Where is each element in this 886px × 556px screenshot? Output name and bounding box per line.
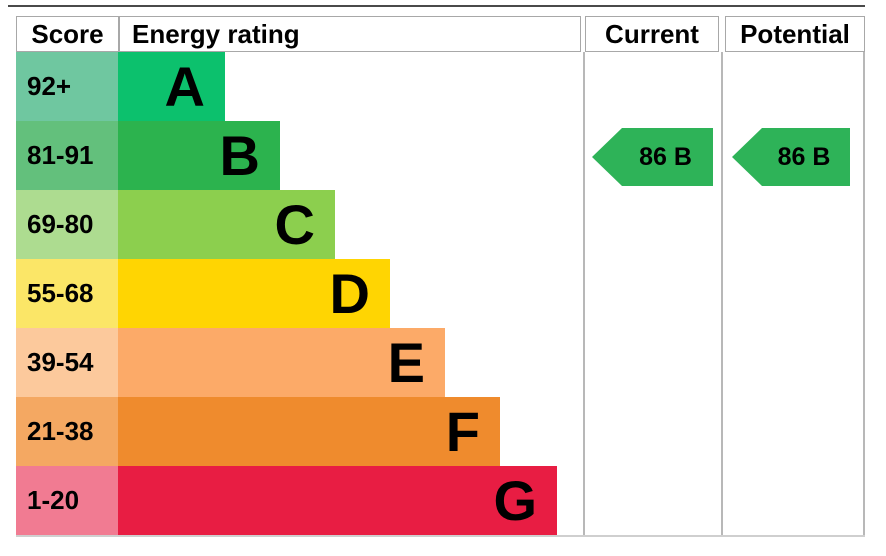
current-rating-label: 86 B — [639, 142, 692, 171]
header-current: Current — [585, 16, 719, 52]
band-score-range: 55-68 — [16, 259, 118, 328]
top-border-line — [8, 5, 865, 7]
band-score-range: 81-91 — [16, 121, 118, 190]
band-bar: A — [118, 52, 225, 121]
band-row-d: 55-68 D — [16, 259, 576, 328]
band-row-e: 39-54 E — [16, 328, 576, 397]
header-energy-rating: Energy rating — [132, 18, 300, 49]
current-rating-arrow: 86 B — [592, 128, 713, 186]
header-score-rating: Score Energy rating — [16, 16, 581, 52]
header-potential: Potential — [725, 16, 865, 52]
band-bar: C — [118, 190, 335, 259]
potential-rating-label: 86 B — [777, 142, 831, 171]
band-bar: G — [118, 466, 557, 535]
current-column-left-line — [583, 52, 585, 535]
potential-column-right-line — [863, 52, 865, 535]
band-bar: B — [118, 121, 280, 190]
band-score-range: 92+ — [16, 52, 118, 121]
band-row-g: 1-20 G — [16, 466, 576, 535]
potential-rating-arrow: 86 B — [732, 128, 850, 186]
band-row-b: 81-91 B — [16, 121, 576, 190]
band-bar: E — [118, 328, 445, 397]
band-row-a: 92+ A — [16, 52, 576, 121]
band-score-range: 21-38 — [16, 397, 118, 466]
band-score-range: 1-20 — [16, 466, 118, 535]
header-divider — [118, 17, 120, 51]
band-row-f: 21-38 F — [16, 397, 576, 466]
band-row-c: 69-80 C — [16, 190, 576, 259]
band-score-range: 39-54 — [16, 328, 118, 397]
potential-column-left-line — [721, 52, 723, 535]
header-score: Score — [31, 18, 104, 49]
band-bar: F — [118, 397, 500, 466]
bottom-border-line — [16, 535, 865, 537]
band-bar: D — [118, 259, 390, 328]
band-score-range: 69-80 — [16, 190, 118, 259]
